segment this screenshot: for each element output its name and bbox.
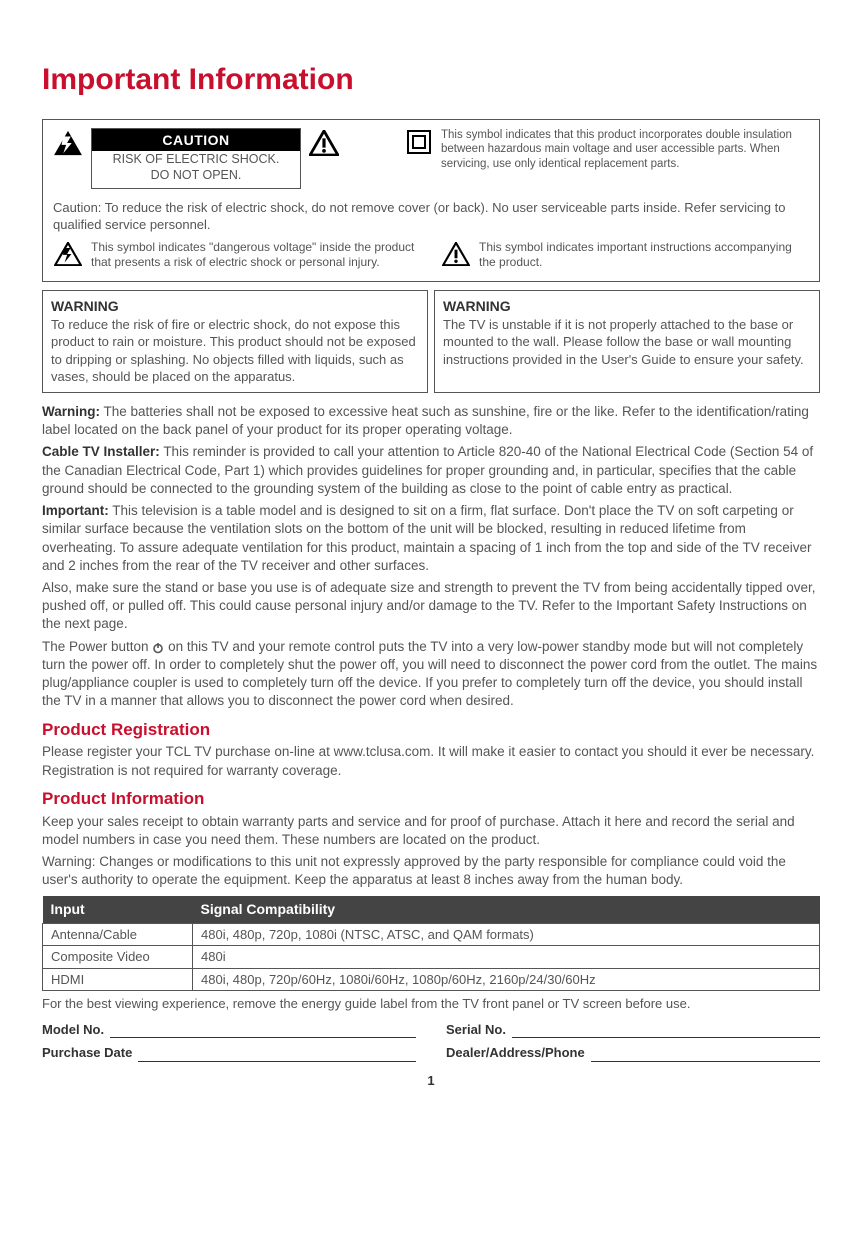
cell-signal: 480i, 480p, 720p, 1080i (NTSC, ATSC, and… (193, 923, 820, 946)
important-lead: Important: (42, 503, 109, 518)
important-body: This television is a table model and is … (42, 503, 811, 573)
page-title: Important Information (42, 60, 820, 101)
fillin-model: Model No. (42, 1021, 416, 1039)
fillin-purchase: Purchase Date (42, 1044, 416, 1062)
product-registration-heading: Product Registration (42, 719, 820, 742)
fillin-serial: Serial No. (446, 1021, 820, 1039)
warning1-text: To reduce the risk of fire or electric s… (51, 317, 416, 385)
purchase-line (138, 1049, 416, 1062)
caution-box: CAUTION RISK OF ELECTRIC SHOCK. DO NOT O… (91, 128, 301, 189)
model-line (110, 1025, 416, 1038)
purchase-label: Purchase Date (42, 1044, 132, 1062)
warning-box-2: WARNING The TV is unstable if it is not … (434, 290, 820, 393)
col-input: Input (43, 896, 193, 923)
power-pre: The Power button (42, 639, 152, 654)
product-information-text2: Warning: Changes or modifications to thi… (42, 853, 820, 889)
serial-line (512, 1025, 820, 1038)
cell-signal: 480i, 480p, 720p/60Hz, 1080i/60Hz, 1080p… (193, 968, 820, 991)
caution-header: CAUTION (92, 129, 300, 152)
serial-label: Serial No. (446, 1021, 506, 1039)
product-registration-text: Please register your TCL TV purchase on-… (42, 743, 820, 779)
para-important: Important: This television is a table mo… (42, 502, 820, 575)
table-row: Antenna/Cable 480i, 480p, 720p, 1080i (N… (43, 923, 820, 946)
table-row: Composite Video 480i (43, 946, 820, 969)
para-also: Also, make sure the stand or base you us… (42, 579, 820, 634)
warning2-text: The TV is unstable if it is not properly… (443, 317, 804, 367)
signal-compatibility-table: Input Signal Compatibility Antenna/Cable… (42, 896, 820, 992)
warning2-title: WARNING (443, 297, 811, 316)
caution-panel: CAUTION RISK OF ELECTRIC SHOCK. DO NOT O… (42, 119, 820, 282)
exclaim-symbol-text: This symbol indicates important instruct… (479, 240, 809, 271)
para-warning: Warning: The batteries shall not be expo… (42, 403, 820, 439)
product-information-text1: Keep your sales receipt to obtain warran… (42, 813, 820, 849)
model-label: Model No. (42, 1021, 104, 1039)
dealer-line (591, 1049, 820, 1062)
double-insulation-icon (407, 130, 433, 159)
exclamation-triangle-icon (309, 130, 339, 156)
caution-line1: RISK OF ELECTRIC SHOCK. (113, 152, 280, 166)
dealer-label: Dealer/Address/Phone (446, 1044, 585, 1062)
cell-signal: 480i (193, 946, 820, 969)
cable-lead: Cable TV Installer: (42, 444, 160, 459)
product-information-heading: Product Information (42, 788, 820, 811)
warning1-title: WARNING (51, 297, 419, 316)
table-row: HDMI 480i, 480p, 720p/60Hz, 1080i/60Hz, … (43, 968, 820, 991)
cell-input: HDMI (43, 968, 193, 991)
warning-box-1: WARNING To reduce the risk of fire or el… (42, 290, 428, 393)
cell-input: Antenna/Cable (43, 923, 193, 946)
bolt-symbol-text: This symbol indicates "dangerous voltage… (91, 240, 421, 271)
lightning-triangle-icon (53, 130, 83, 156)
lightning-triangle-icon (53, 242, 83, 266)
warning-body: The batteries shall not be exposed to ex… (42, 404, 809, 437)
caution-mid-text: Caution: To reduce the risk of electric … (53, 199, 809, 234)
exclamation-triangle-icon (441, 242, 471, 266)
power-icon (152, 641, 164, 653)
warning-lead: Warning: (42, 404, 100, 419)
after-table-note: For the best viewing experience, remove … (42, 995, 820, 1013)
para-power: The Power button on this TV and your rem… (42, 638, 820, 711)
col-signal: Signal Compatibility (193, 896, 820, 923)
cell-input: Composite Video (43, 946, 193, 969)
para-cable: Cable TV Installer: This reminder is pro… (42, 443, 820, 498)
fillin-dealer: Dealer/Address/Phone (446, 1044, 820, 1062)
double-insulation-text: This symbol indicates that this product … (441, 128, 809, 173)
caution-line2: DO NOT OPEN. (151, 168, 242, 182)
page-number: 1 (42, 1072, 820, 1090)
